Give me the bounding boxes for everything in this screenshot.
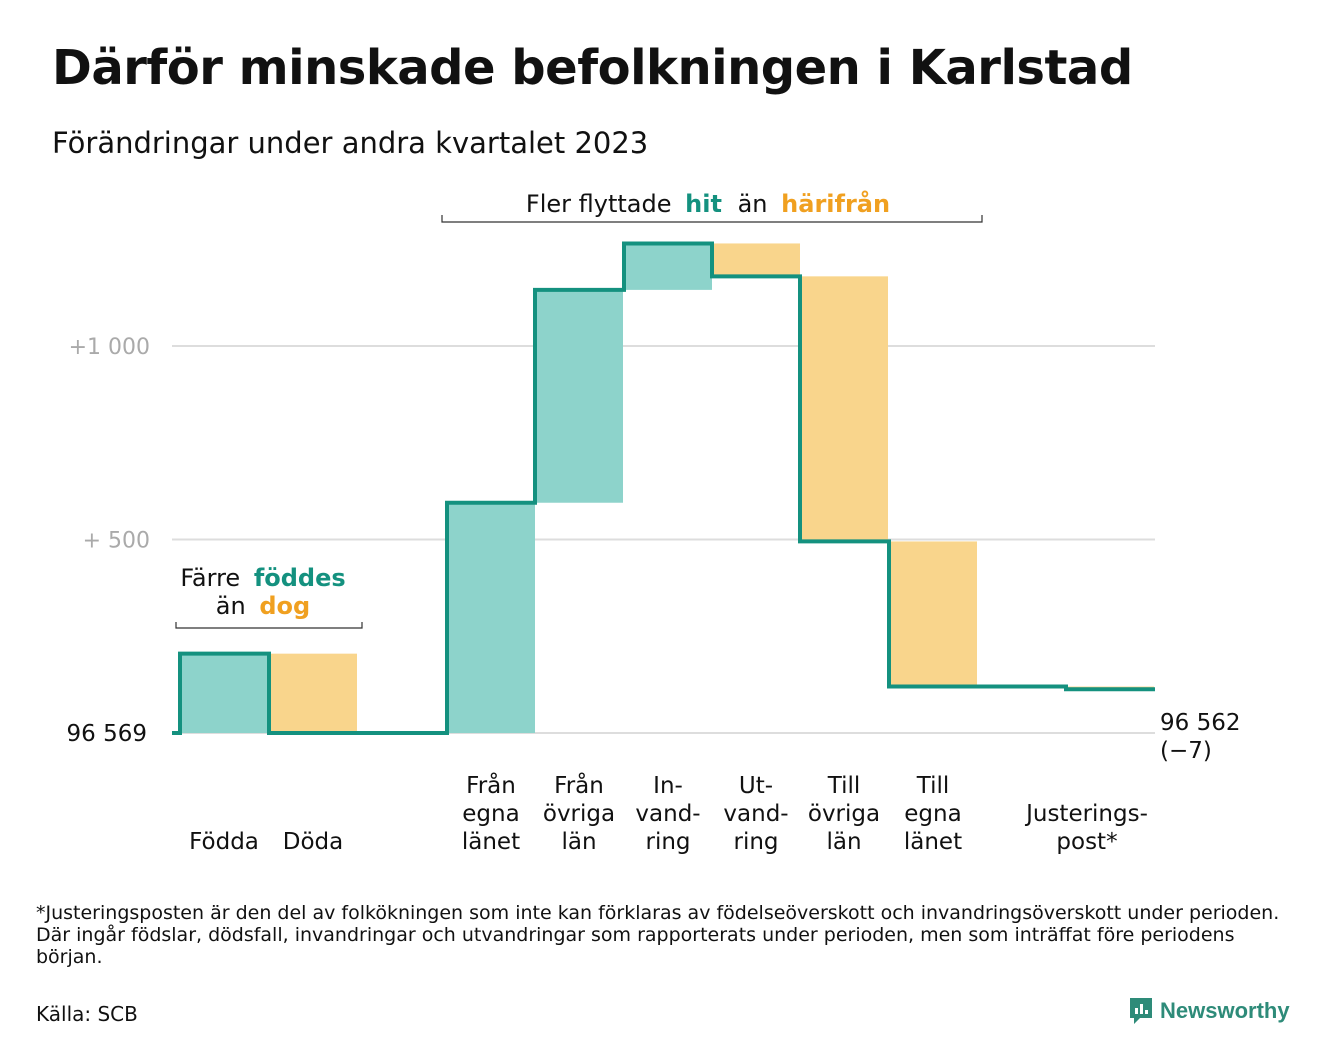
category-label: övriga (543, 801, 615, 827)
source-label: Källa: SCB (36, 1002, 138, 1026)
moves-annotation-prefix: Fler flyttade (526, 190, 672, 218)
chart-title: Därför minskade befolkningen i Karlstad (52, 40, 1133, 96)
category-label: vand- (635, 801, 700, 827)
category-label: Från (554, 771, 604, 799)
moves-annotation-highlight2: härifrån (781, 189, 890, 218)
births-annotation-highlight2: dog (259, 592, 310, 620)
category-label: länet (904, 829, 962, 855)
category-label: Ut- (739, 773, 773, 799)
chart-subtitle: Förändringar under andra kvartalet 2023 (52, 126, 649, 160)
brand-logo[interactable]: Newsworthy (1128, 996, 1290, 1026)
bars (180, 243, 1154, 733)
end-change-label: (−7) (1160, 738, 1212, 764)
category-label: In- (653, 773, 683, 799)
y-tick-label: +1 000 (69, 335, 150, 360)
category-label: Justerings- (1024, 801, 1148, 827)
waterfall-bar (180, 653, 268, 733)
moves-annotation: Fler flyttade hit än härifrån (526, 189, 890, 218)
category-label: Döda (283, 829, 343, 855)
waterfall-bar (889, 541, 977, 687)
waterfall-chart: +1 000 + 500 96 569 96 562(−7) Födda Döda Fr… (67, 189, 1241, 855)
births-annotation-than: än (216, 592, 246, 620)
category-label: Till (916, 773, 950, 799)
category-label: post* (1056, 829, 1117, 855)
category-label: Till (827, 773, 861, 799)
newsworthy-logo-icon (1130, 998, 1152, 1024)
births-annotation-highlight: föddes (254, 564, 346, 592)
waterfall-bar (624, 243, 712, 290)
category-label: län (826, 829, 861, 855)
category-label: övriga (808, 801, 880, 827)
waterfall-bar (447, 502, 535, 733)
category-label: Födda (189, 829, 259, 855)
footnote: *Justeringsposten är den del av folkökni… (36, 902, 1280, 968)
births-annotation-prefix: Färre (180, 564, 240, 592)
waterfall-bar (269, 653, 357, 733)
y-tick-label: + 500 (83, 529, 150, 554)
gridlines: +1 000 + 500 96 569 (67, 335, 1155, 747)
moves-annotation-than: än (738, 190, 768, 218)
waterfall-bar (535, 289, 623, 503)
category-label: Från (466, 771, 516, 799)
brand-name: Newsworthy (1160, 998, 1290, 1023)
category-label: länet (462, 829, 520, 855)
category-label: egna (904, 801, 961, 827)
step-line: 96 562(−7) (172, 241, 1240, 764)
end-value-label: 96 562 (1160, 710, 1240, 736)
category-label: vand- (723, 801, 788, 827)
category-label: län (561, 829, 596, 855)
waterfall-bar (712, 243, 800, 277)
cumulative-step-line (172, 241, 1155, 735)
category-label: egna (462, 801, 519, 827)
category-label: ring (733, 829, 778, 855)
births-annotation-line2: än dog (216, 592, 310, 620)
category-labels: Födda DödaFrånegnalänetFrånövrigalänIn-va… (189, 771, 1148, 855)
moves-annotation-bracket (441, 215, 983, 223)
waterfall-bar (800, 276, 888, 542)
births-annotation-line1: Färre föddes (180, 564, 345, 592)
births-annotation-bracket (175, 622, 363, 629)
category-label: ring (645, 829, 690, 855)
moves-annotation-highlight: hit (685, 190, 722, 218)
baseline-label: 96 569 (67, 721, 147, 747)
